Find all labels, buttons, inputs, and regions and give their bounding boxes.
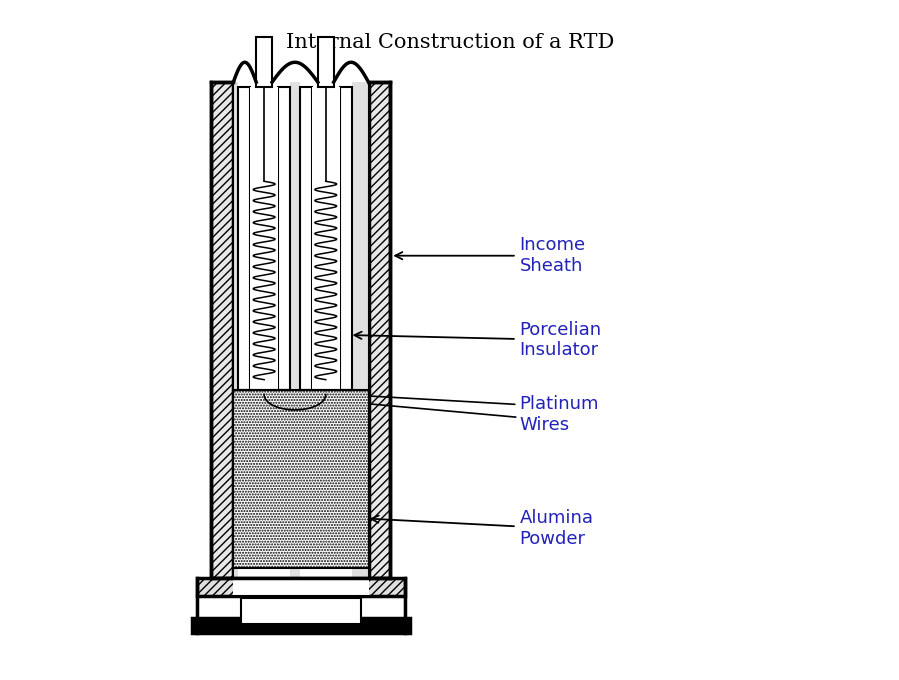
Bar	[318, 37, 334, 87]
Bar	[234, 390, 369, 568]
Bar	[250, 87, 278, 390]
Bar	[241, 598, 360, 624]
Bar	[191, 617, 410, 632]
Bar	[238, 87, 250, 390]
Bar	[234, 578, 369, 596]
Bar	[300, 87, 312, 390]
Bar	[312, 87, 340, 390]
Bar	[340, 87, 352, 390]
Bar	[197, 578, 405, 596]
Bar	[278, 87, 290, 390]
Bar	[234, 82, 369, 578]
Text: Internal Construction of a RTD: Internal Construction of a RTD	[286, 33, 614, 52]
Text: Income
Sheath: Income Sheath	[396, 236, 585, 275]
Bar	[236, 84, 367, 576]
Bar	[256, 37, 272, 87]
Bar	[211, 82, 234, 578]
Bar	[234, 82, 238, 578]
Bar	[369, 82, 390, 578]
Text: Alumina
Powder: Alumina Powder	[371, 509, 593, 548]
Bar	[290, 82, 300, 578]
Text: Porcelian
Insulator: Porcelian Insulator	[354, 320, 601, 360]
Bar	[352, 82, 369, 578]
Text: Platinum
Wires: Platinum Wires	[520, 395, 599, 434]
